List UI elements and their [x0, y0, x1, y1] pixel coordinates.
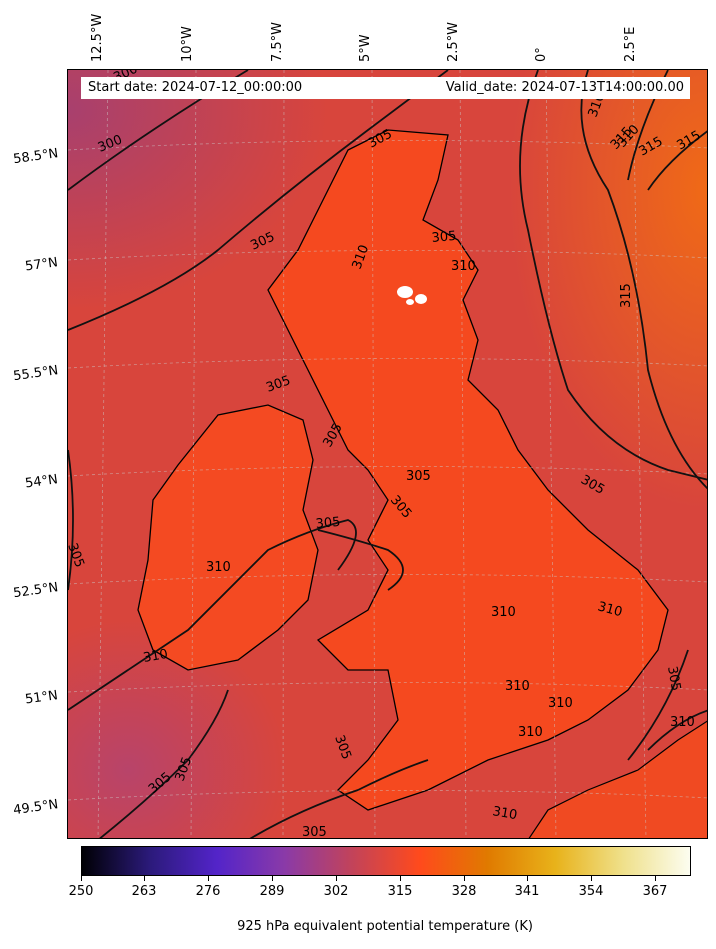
contour-label: 310 — [596, 599, 624, 620]
longitude-label: 12.5°W — [90, 13, 105, 62]
map-canvas: 300 300 305 305 310 305 310 315 310 315 … — [68, 70, 707, 839]
latitude-label: 52.5°N — [12, 580, 60, 602]
contour-label: 310 — [548, 696, 573, 711]
colorbar-title: 925 hPa equivalent potential temperature… — [237, 919, 533, 934]
longitude-label: 5°W — [358, 34, 373, 62]
contour-label: 315 — [619, 283, 634, 308]
colorbar-tick — [144, 876, 145, 881]
longitude-label: 10°W — [180, 26, 195, 62]
longitude-label: 0° — [534, 47, 549, 62]
colorbar-tick — [400, 876, 401, 881]
colorbar-tick-label: 250 — [68, 884, 94, 899]
start-date-text: Start date: 2024-07-12_00:00:00 — [88, 80, 303, 95]
colorbar-tick-label: 302 — [323, 884, 349, 899]
contour-label: 310 — [491, 605, 516, 620]
colorbar-tick — [272, 876, 273, 881]
colorbar-tick-label: 328 — [451, 884, 477, 899]
contour-label: 310 — [206, 560, 231, 575]
colorbar-tick — [464, 876, 465, 881]
colorbar-tick — [208, 876, 209, 881]
colorbar-tick-label: 289 — [259, 884, 285, 899]
latitude-label: 51°N — [24, 688, 60, 708]
colorbar-tick — [527, 876, 528, 881]
colorbar-tick-label: 367 — [642, 884, 668, 899]
date-info-box: Start date: 2024-07-12_00:00:00 Valid_da… — [81, 77, 690, 99]
latitude-label: 58.5°N — [12, 146, 60, 168]
contour-label: 310 — [505, 679, 530, 694]
colorbar-tick-label: 341 — [514, 884, 540, 899]
ireland-land — [137, 404, 319, 671]
colorbar-tick — [81, 876, 82, 881]
colorbar-tick-label: 276 — [195, 884, 221, 899]
contour-label: 310 — [670, 715, 695, 730]
contour-label: 310 — [451, 259, 476, 274]
colorbar-tick-label: 315 — [387, 884, 413, 899]
latitude-label: 49.5°N — [12, 797, 60, 819]
colorbar-tick-label: 354 — [578, 884, 604, 899]
longitude-label: 7.5°W — [270, 21, 285, 62]
contour-label: 305 — [315, 515, 341, 532]
colorbar-tick — [336, 876, 337, 881]
colorbar — [81, 846, 691, 876]
colorbar-tick-label: 263 — [131, 884, 157, 899]
valid-date-text: Valid_date: 2024-07-13T14:00:00.00 — [445, 80, 684, 95]
latitude-label: 55.5°N — [12, 363, 60, 385]
contour-label: 310 — [491, 804, 518, 823]
longitude-label: 2.5°W — [446, 21, 461, 62]
great-britain-land — [267, 129, 669, 811]
longitude-label: 2.5°E — [623, 26, 638, 62]
graticule — [68, 70, 707, 838]
map-panel: 300 300 305 305 310 305 310 315 310 315 … — [67, 69, 708, 839]
contour-label: 305 — [431, 229, 457, 246]
latitude-label: 57°N — [24, 255, 60, 275]
france-coast — [528, 720, 707, 838]
contour-label: 305 — [406, 469, 431, 484]
latitude-label: 54°N — [24, 472, 60, 492]
colorbar-tick — [591, 876, 592, 881]
contour-label: 310 — [142, 647, 169, 666]
contour-label: 305 — [302, 825, 327, 839]
colorbar-tick — [655, 876, 656, 881]
contour-label: 310 — [518, 725, 543, 740]
missing-data-patch — [397, 286, 427, 305]
contour-label: 305 — [664, 665, 683, 692]
